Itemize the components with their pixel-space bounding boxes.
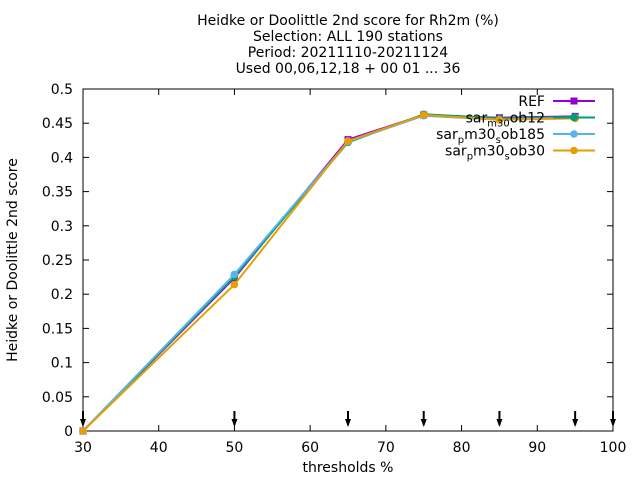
data-point: [570, 97, 578, 105]
y-tick-label: 0.5: [51, 82, 73, 98]
y-tick-label: 0.35: [42, 185, 73, 201]
x-tick-label: 70: [377, 440, 395, 456]
data-point: [344, 137, 352, 145]
threshold-arrow-head: [572, 419, 579, 427]
data-point: [79, 427, 87, 435]
threshold-arrow-head: [496, 419, 503, 427]
title-line: Selection: ALL 190 stations: [253, 29, 443, 45]
y-axis: 0 0.05 0.1 0.15 0.2 0.25 0.3 0.35 0.4 0.45 0.5: [42, 82, 613, 440]
series-group: [79, 110, 579, 435]
x-tick-label: 100: [600, 440, 627, 456]
y-tick-label: 0.3: [51, 219, 73, 235]
threshold-arrows: [80, 411, 616, 427]
data-point: [570, 130, 578, 138]
y-axis-label: Heidke or Doolittle 2nd score: [5, 158, 21, 362]
chart-title: Heidke or Doolittle 2nd score for Rh2m (…: [197, 13, 499, 77]
legend-entry: REF: [518, 94, 595, 110]
legend-label: REF: [518, 94, 545, 110]
x-tick-label: 30: [74, 440, 92, 456]
y-tick-label: 0: [64, 424, 73, 440]
data-point: [495, 115, 504, 124]
threshold-arrow-head: [420, 419, 427, 427]
x-tick-label: 40: [150, 440, 168, 456]
legend-entry: sarm30ob12: [466, 111, 595, 130]
legend-label: sarpm30sob30: [445, 144, 545, 163]
data-point: [570, 113, 578, 122]
legend-entry: sarpm30sob30: [445, 144, 595, 163]
legend-label: sarm30ob12: [466, 111, 545, 130]
y-tick-label: 0.45: [42, 116, 73, 132]
y-tick-label: 0.15: [42, 321, 73, 337]
data-point: [230, 270, 239, 279]
y-tick-label: 0.25: [42, 253, 73, 269]
x-tick-label: 90: [528, 440, 546, 456]
series-line: [82, 113, 576, 432]
threshold-arrow-head: [610, 419, 616, 427]
title-line: Used 00,06,12,18 + 00 01 ... 36: [236, 61, 461, 77]
legend-label: sarpm30sob185: [436, 127, 545, 146]
data-point: [230, 280, 239, 289]
x-tick-label: 50: [226, 440, 244, 456]
legend-entry: sarpm30sob185: [436, 127, 595, 146]
y-tick-label: 0.4: [51, 150, 73, 166]
x-axis: 30 40 50 60 70 80 90 100: [74, 89, 626, 456]
threshold-arrow-head: [231, 419, 238, 427]
data-point: [419, 111, 428, 119]
y-tick-label: 0.2: [51, 287, 73, 303]
data-point: [570, 146, 578, 155]
y-tick-label: 0.1: [51, 356, 73, 372]
y-tick-label: 0.05: [42, 390, 73, 406]
x-tick-label: 80: [453, 440, 471, 456]
title-line: Heidke or Doolittle 2nd score for Rh2m (…: [197, 13, 499, 29]
threshold-arrow-head: [80, 419, 86, 427]
threshold-arrow-head: [345, 419, 351, 427]
title-line: Period: 20211110-20211124: [248, 45, 448, 61]
series-line: [82, 114, 576, 432]
x-tick-label: 60: [301, 440, 319, 456]
x-axis-label: thresholds %: [303, 460, 394, 476]
